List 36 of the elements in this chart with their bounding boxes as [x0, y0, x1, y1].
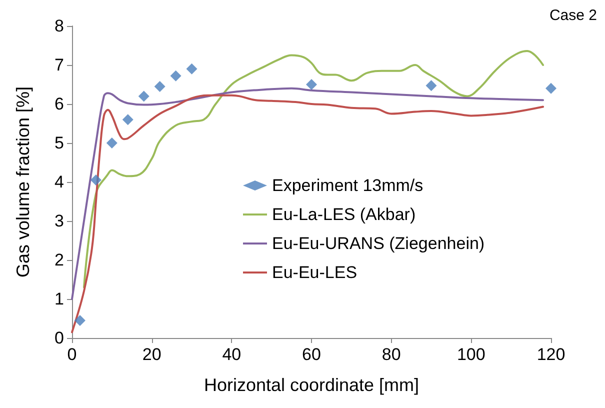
point: [170, 70, 182, 82]
legend-label: Eu-La-LES (Akbar): [272, 205, 416, 224]
x-tick-label: 20: [142, 345, 162, 364]
x-tick-label: 0: [67, 345, 77, 364]
y-tick-label: 4: [54, 172, 64, 192]
legend-label: Experiment 13mm/s: [272, 176, 424, 195]
x-axis-title: Horizontal coordinate [mm]: [204, 375, 420, 395]
y-axis-title: Gas volume fraction [%]: [13, 86, 33, 278]
legend-label: Eu-Eu-URANS (Ziegenhein): [272, 234, 485, 253]
x-tick-label: 60: [302, 345, 321, 364]
line-series: [71, 94, 544, 334]
y-tick-label: 2: [54, 250, 64, 270]
x-tick-label: 40: [222, 345, 242, 364]
x-tick-label: 80: [382, 345, 401, 364]
y-tick-label: 7: [54, 56, 64, 74]
legend-label: Eu-Eu-LES: [272, 263, 358, 282]
point: [122, 114, 134, 126]
text: Case 2: [549, 7, 598, 24]
point: [306, 79, 317, 90]
point: [546, 82, 556, 94]
y-tick-label: 5: [54, 134, 64, 152]
point: [138, 90, 150, 102]
point: [74, 314, 86, 326]
point: [426, 80, 437, 92]
line-series: [82, 50, 544, 288]
x-tick-label: 100: [456, 345, 486, 364]
y-tick-label: 0: [54, 328, 64, 348]
point: [106, 138, 118, 148]
y-tick-label: 3: [54, 212, 64, 230]
point: [90, 174, 102, 186]
x-tick-label: 120: [536, 345, 566, 364]
y-tick-label: 1: [54, 290, 64, 308]
point: [154, 80, 166, 92]
y-tick-label: 6: [54, 94, 64, 114]
point: [186, 63, 198, 74]
y-tick-label: 8: [54, 16, 64, 36]
